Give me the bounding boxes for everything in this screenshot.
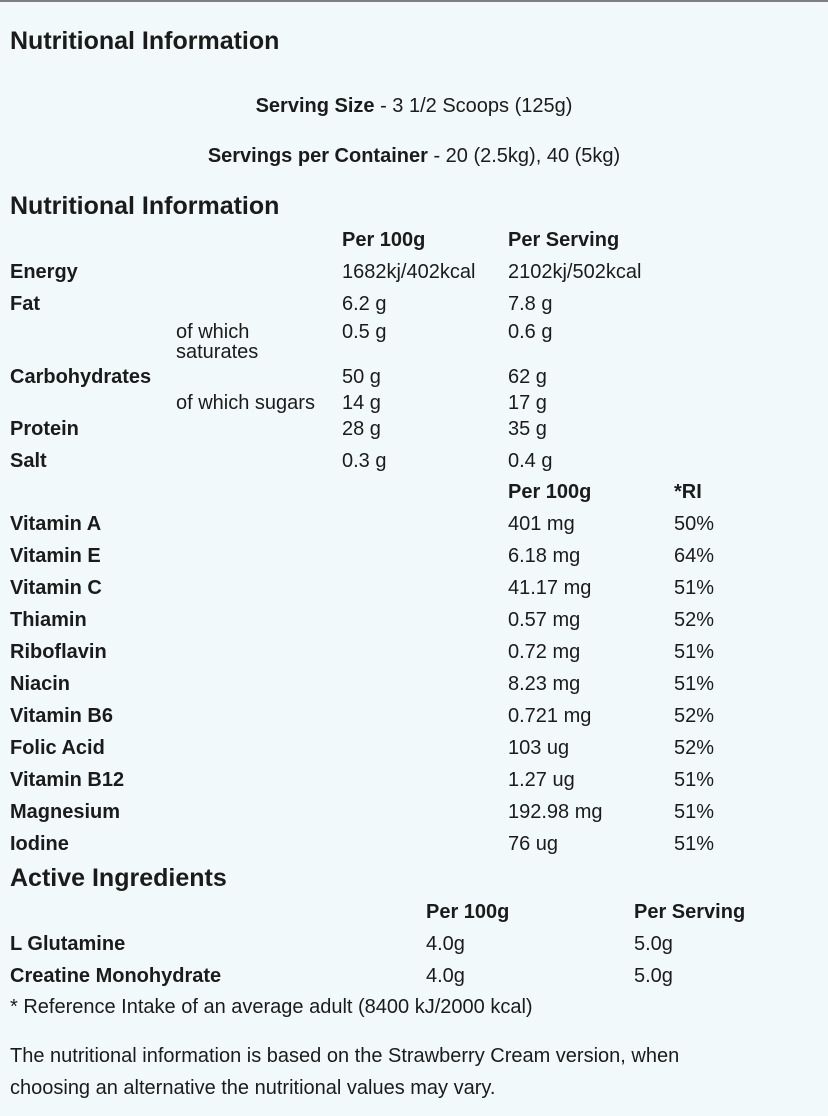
- value-per-100g: 0.3 g: [342, 450, 387, 472]
- vitamin-ri: 51%: [674, 801, 715, 823]
- vitamin-name: Niacin: [10, 673, 71, 695]
- vitamin-per-100g: 103 ug: [508, 737, 570, 759]
- vitamin-per-100g: 0.72 mg: [508, 641, 581, 663]
- vitamin-per-100g: 6.18 mg: [508, 545, 581, 567]
- nutrient-name: Energy: [10, 261, 78, 283]
- servings-value: - 20 (2.5kg), 40 (5kg): [433, 145, 621, 167]
- serving-size-label: Serving Size: [255, 95, 375, 117]
- note-line-2: choosing an alternative the nutritional …: [10, 1077, 496, 1099]
- value-per-serving: 7.8 g: [508, 293, 553, 315]
- value-per-serving: 35 g: [508, 418, 547, 440]
- value-per-serving: 0.6 g: [508, 321, 553, 343]
- vitamin-name: Vitamin B6: [10, 705, 113, 727]
- value-per-100g: 1682kj/402kcal: [342, 261, 476, 283]
- ingredient-name: Creatine Monohydrate: [10, 965, 222, 987]
- vitamin-name: Vitamin A: [10, 513, 102, 535]
- vitamin-ri: 52%: [674, 705, 715, 727]
- serving-size: Serving Size - 3 1/2 Scoops (125g): [0, 94, 828, 118]
- value-per-100g: 0.5 g: [342, 321, 387, 343]
- nutrient-name: Fat: [10, 293, 40, 315]
- vitamin-name: Vitamin E: [10, 545, 101, 567]
- active-header-per-serving: Per Serving: [634, 901, 746, 923]
- vitamin-per-100g: 0.57 mg: [508, 609, 581, 631]
- vitamin-ri: 51%: [674, 673, 715, 695]
- servings-per-container: Servings per Container - 20 (2.5kg), 40 …: [0, 144, 828, 168]
- value-per-100g: 14 g: [342, 392, 381, 414]
- vitamin-header-ri: *RI: [674, 481, 702, 503]
- vitamin-ri: 50%: [674, 513, 715, 535]
- active-header-per-100g: Per 100g: [426, 901, 510, 923]
- vitamin-name: Vitamin C: [10, 577, 102, 599]
- vitamin-per-100g: 401 mg: [508, 513, 575, 535]
- serving-size-value: - 3 1/2 Scoops (125g): [380, 95, 573, 117]
- vitamin-header-per-100g: Per 100g: [508, 481, 592, 503]
- vitamin-name: Folic Acid: [10, 737, 105, 759]
- footnote: * Reference Intake of an average adult (…: [10, 996, 533, 1018]
- nutrient-subname: of which saturates: [176, 321, 259, 363]
- value-per-100g: 28 g: [342, 418, 381, 440]
- ingredient-per-serving: 5.0g: [634, 933, 673, 955]
- value-per-serving: 0.4 g: [508, 450, 553, 472]
- active-title: Active Ingredients: [10, 864, 227, 892]
- vitamin-per-100g: 0.721 mg: [508, 705, 592, 727]
- vitamin-ri: 51%: [674, 769, 715, 791]
- vitamin-per-100g: 1.27 ug: [508, 769, 575, 791]
- header-per-serving: Per Serving: [508, 229, 620, 251]
- value-per-100g: 50 g: [342, 366, 381, 388]
- vitamin-name: Vitamin B12: [10, 769, 125, 791]
- ingredient-name: L Glutamine: [10, 933, 126, 955]
- vitamin-ri: 51%: [674, 577, 715, 599]
- ingredient-per-100g: 4.0g: [426, 965, 465, 987]
- vitamin-name: Magnesium: [10, 801, 121, 823]
- vitamin-ri: 64%: [674, 545, 715, 567]
- vitamin-per-100g: 192.98 mg: [508, 801, 603, 823]
- servings-label: Servings per Container: [207, 145, 428, 167]
- nutrient-subname: of which sugars: [176, 392, 315, 414]
- vitamin-name: Thiamin: [10, 609, 87, 631]
- vitamin-per-100g: 76 ug: [508, 833, 559, 855]
- vitamin-name: Iodine: [10, 833, 69, 855]
- vitamin-per-100g: 8.23 mg: [508, 673, 581, 695]
- vitamin-ri: 52%: [674, 609, 715, 631]
- vitamin-per-100g: 41.17 mg: [508, 577, 592, 599]
- nutrition-title: Nutritional Information: [10, 192, 280, 220]
- value-per-serving: 2102kj/502kcal: [508, 261, 642, 283]
- ingredient-per-serving: 5.0g: [634, 965, 673, 987]
- note-line-1: The nutritional information is based on …: [10, 1045, 680, 1067]
- nutrient-name: Protein: [10, 418, 79, 440]
- header-per-100g: Per 100g: [342, 229, 426, 251]
- value-per-100g: 6.2 g: [342, 293, 387, 315]
- value-per-serving: 62 g: [508, 366, 547, 388]
- vitamin-ri: 51%: [674, 641, 715, 663]
- vitamin-name: Riboflavin: [10, 641, 107, 663]
- page-title: Nutritional Information: [10, 27, 280, 55]
- ingredient-per-100g: 4.0g: [426, 933, 465, 955]
- vitamin-ri: 52%: [674, 737, 715, 759]
- value-per-serving: 17 g: [508, 392, 547, 414]
- vitamin-ri: 51%: [674, 833, 715, 855]
- nutrient-name: Salt: [10, 450, 47, 472]
- nutrient-name: Carbohydrates: [10, 366, 152, 388]
